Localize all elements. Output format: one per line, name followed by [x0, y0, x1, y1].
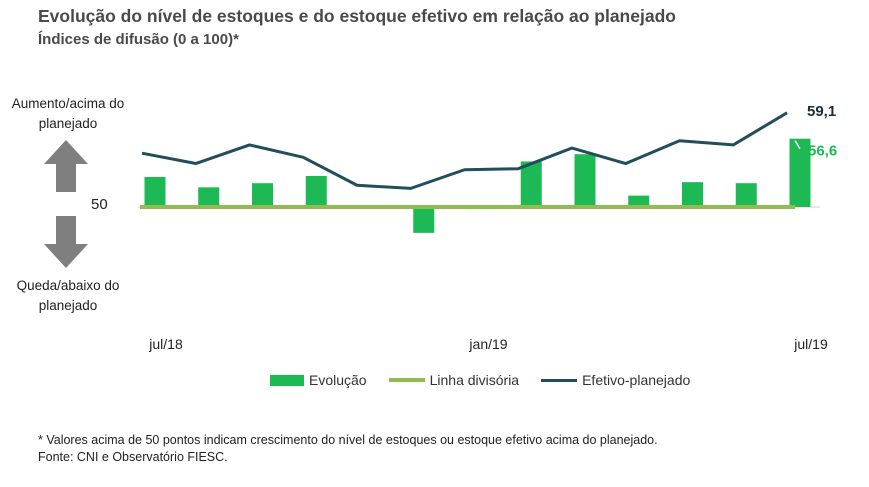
bar-fev/19 — [520, 161, 542, 207]
bar-mar/19 — [574, 154, 596, 207]
bar-out/18 — [305, 175, 327, 207]
bar-abr/19 — [628, 195, 650, 207]
legend-item-linha: Linha divisória — [388, 372, 520, 388]
x-tick-jan/19: jan/19 — [468, 336, 507, 352]
bar-dez/18 — [413, 207, 435, 233]
annotation-evolucao-last: 56,6 — [808, 143, 837, 160]
legend-item-efetivo: Efetivo-planejado — [541, 372, 690, 388]
legend-item-evolucao: Evolução — [270, 372, 367, 388]
source-text: Fonte: CNI e Observatório FIESC. — [38, 450, 228, 464]
x-tick-jul/19: jul/19 — [793, 336, 828, 352]
legend-swatch-line — [541, 378, 578, 382]
footnote-text: * Valores acima de 50 pontos indicam cre… — [38, 433, 658, 447]
bar-jul/19 — [789, 138, 811, 207]
up-arrow-icon — [44, 140, 88, 192]
bar-jul/18 — [144, 176, 166, 207]
x-tick-jul/18: jul/18 — [148, 336, 183, 352]
up-label: Aumento/acima do planejado — [11, 96, 125, 131]
legend-swatch-divider — [388, 378, 425, 382]
footnote: * Valores acima de 50 pontos indicam cre… — [38, 432, 658, 466]
bar-set/18 — [252, 183, 273, 207]
bar-jun/19 — [735, 183, 757, 207]
annotation-efetivo-last: 59,1 — [807, 103, 836, 120]
down-arrow-icon — [44, 216, 88, 268]
legend-label-evolucao: Evolução — [309, 372, 367, 388]
bar-mai/19 — [682, 182, 703, 207]
legend-swatch-bar — [270, 374, 304, 386]
chart-canvas: 59,1 56,6 jul/18 jan/19 jul/19 — [44, 103, 837, 352]
chart-title: Evolução do nível de estoques e do estoq… — [38, 6, 676, 26]
legend-label-linha: Linha divisória — [429, 372, 520, 388]
chart-subtitle: Índices de difusão (0 a 100)* — [38, 31, 239, 48]
bar-ago/18 — [198, 187, 220, 207]
legend-label-efetivo: Efetivo-planejado — [582, 372, 691, 388]
line-efetivo-planejado — [141, 111, 788, 190]
legend: Evolução Linha divisória Efetivo-planeja… — [270, 372, 690, 388]
down-label: Queda/abaixo do planejado — [16, 278, 120, 313]
baseline-label: 50 — [91, 196, 108, 213]
